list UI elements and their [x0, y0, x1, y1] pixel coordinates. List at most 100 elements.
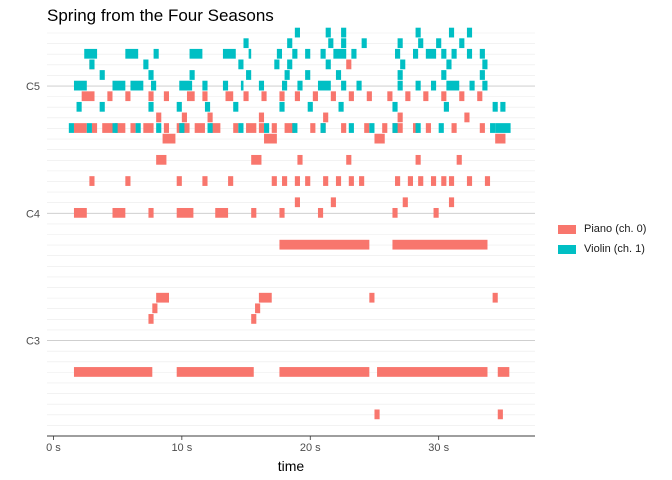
note-piano [228, 176, 234, 186]
note-piano [359, 176, 365, 186]
note-violin [466, 27, 473, 38]
note-violin [151, 80, 157, 91]
note-violin [222, 80, 229, 91]
legend-item-piano: Piano (ch. 0) [558, 219, 646, 239]
note-piano [279, 91, 285, 102]
note-violin [84, 48, 98, 59]
note-violin [99, 70, 105, 80]
note-piano [425, 123, 431, 133]
note-piano [366, 91, 372, 102]
y-tick-label: C3 [26, 336, 40, 348]
note-violin [297, 80, 303, 91]
note-piano [369, 292, 375, 303]
note-violin [369, 123, 375, 133]
note-violin [441, 70, 447, 80]
note-violin [179, 80, 193, 91]
note-violin [397, 70, 403, 80]
note-violin [248, 48, 252, 59]
note-piano [162, 133, 176, 144]
note-piano [156, 292, 169, 303]
note-piano [397, 112, 403, 123]
note-violin [443, 101, 449, 112]
note-violin [189, 48, 203, 59]
note-violin [148, 101, 154, 112]
note-piano [484, 176, 491, 186]
legend-label-violin: Violin (ch. 1) [584, 243, 645, 255]
note-violin [446, 59, 452, 70]
note-violin [179, 123, 185, 133]
note-violin [338, 101, 344, 112]
note-piano [387, 91, 393, 102]
note-piano [451, 123, 457, 133]
note-piano [125, 176, 131, 186]
note-violin [436, 38, 442, 49]
note-piano [233, 123, 239, 133]
note-piano [176, 176, 182, 186]
note-piano [497, 409, 503, 420]
note-violin [328, 38, 334, 49]
note-piano [459, 91, 465, 102]
note-violin [459, 38, 465, 49]
note-violin [490, 123, 496, 133]
note-piano [258, 292, 272, 303]
note-violin [415, 123, 421, 133]
note-piano [348, 91, 354, 102]
note-piano [261, 91, 267, 102]
note-piano [102, 123, 113, 133]
note-piano [246, 123, 257, 133]
note-violin [292, 48, 298, 59]
note-piano [125, 91, 131, 102]
note-violin [222, 48, 236, 59]
note-piano [282, 176, 288, 186]
note-piano [258, 123, 265, 133]
note-piano [341, 123, 347, 133]
note-violin [189, 70, 195, 80]
note-violin [89, 59, 95, 70]
note-piano [243, 91, 249, 102]
note-piano [433, 207, 439, 218]
note-violin [317, 80, 331, 91]
note-piano [81, 91, 95, 102]
note-piano [466, 176, 473, 186]
note-piano [392, 239, 488, 250]
x-tick-label: 30 s [428, 442, 449, 454]
note-piano [402, 197, 408, 208]
note-piano [112, 207, 126, 218]
note-piano [271, 123, 277, 133]
note-violin [348, 123, 354, 133]
note-piano [202, 91, 208, 102]
note-piano [73, 207, 87, 218]
note-violin [479, 70, 485, 80]
note-violin [233, 101, 239, 112]
note-violin [356, 80, 362, 91]
note-violin [112, 80, 126, 91]
legend: Piano (ch. 0) Violin (ch. 1) [558, 219, 646, 259]
note-piano [477, 91, 483, 102]
note-violin [276, 48, 283, 59]
note-piano [430, 176, 437, 186]
note-piano [377, 367, 488, 377]
note-piano [148, 207, 154, 218]
note-piano [346, 59, 352, 70]
note-violin [451, 48, 457, 59]
note-violin [112, 123, 118, 133]
note-violin [282, 80, 288, 91]
note-piano [156, 154, 167, 165]
note-piano [348, 176, 354, 186]
note-piano [271, 176, 277, 186]
note-violin [294, 27, 300, 38]
note-violin [76, 101, 82, 112]
note-piano [479, 123, 485, 133]
note-piano [294, 197, 300, 208]
note-violin [495, 123, 511, 133]
note-piano [374, 409, 380, 420]
note-piano [495, 133, 506, 144]
note-piano [395, 176, 401, 186]
note-violin [418, 38, 424, 49]
note-violin [430, 80, 437, 91]
note-violin [130, 80, 144, 91]
note-violin [204, 101, 211, 112]
note-violin [479, 48, 485, 59]
note-piano [441, 91, 447, 102]
note-piano [210, 123, 221, 133]
